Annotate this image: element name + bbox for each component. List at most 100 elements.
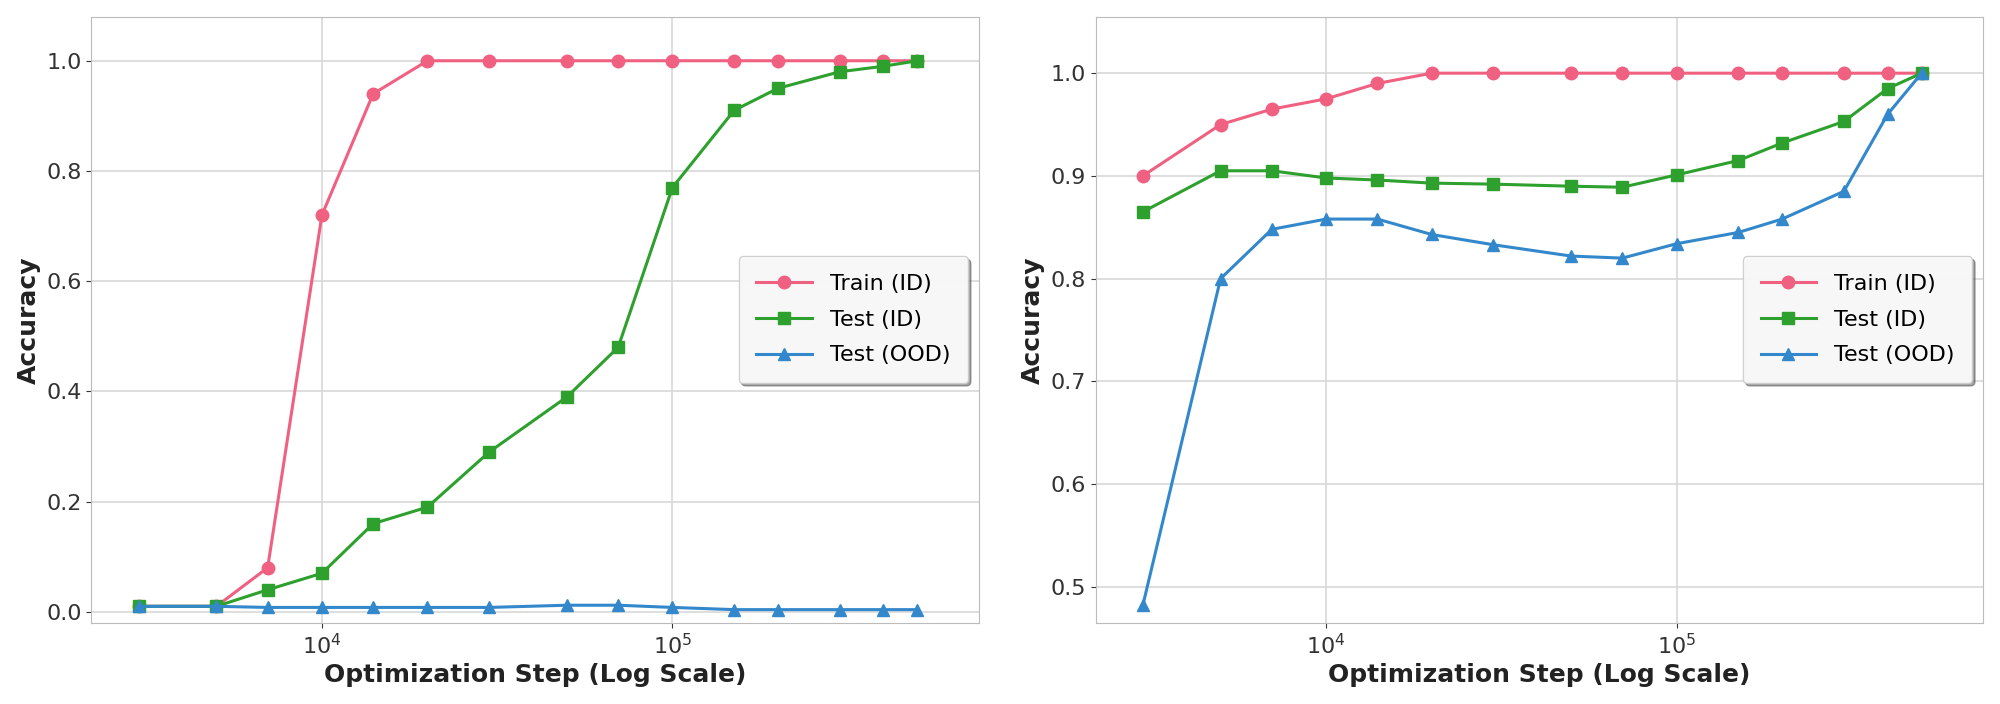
- Line: Test (OOD): Test (OOD): [132, 599, 924, 616]
- Test (ID): [1314, 174, 1338, 182]
- Test (ID): [1664, 170, 1688, 179]
- X-axis label: Optimization Step (Log Scale): Optimization Step (Log Scale): [1328, 663, 1750, 687]
- Train (ID): [722, 56, 746, 65]
- Line: Test (OOD): Test (OOD): [1136, 67, 1928, 612]
- Train (ID): [1420, 69, 1444, 77]
- Train (ID): [256, 563, 280, 572]
- Test (ID): [416, 503, 440, 511]
- Test (OOD): [606, 601, 630, 610]
- Test (OOD): [906, 605, 930, 614]
- Test (ID): [1130, 208, 1154, 216]
- Train (ID): [906, 56, 930, 65]
- Train (ID): [1832, 69, 1856, 77]
- Train (ID): [1366, 80, 1390, 88]
- Test (OOD): [256, 603, 280, 612]
- Legend: Train (ID), Test (ID), Test (OOD): Train (ID), Test (ID), Test (OOD): [1742, 256, 1972, 383]
- Train (ID): [1560, 69, 1584, 77]
- Test (OOD): [1910, 69, 1934, 77]
- Test (OOD): [1208, 275, 1232, 283]
- Line: Train (ID): Train (ID): [132, 54, 924, 612]
- Test (OOD): [1664, 239, 1688, 248]
- Test (OOD): [1560, 252, 1584, 260]
- Test (OOD): [1260, 225, 1284, 234]
- Train (ID): [872, 56, 896, 65]
- Train (ID): [554, 56, 578, 65]
- Test (ID): [1610, 183, 1634, 191]
- Test (ID): [256, 586, 280, 594]
- Test (OOD): [362, 603, 386, 612]
- Train (ID): [1664, 69, 1688, 77]
- Train (ID): [1260, 105, 1284, 113]
- Train (ID): [1610, 69, 1634, 77]
- Test (OOD): [1314, 215, 1338, 223]
- Test (OOD): [554, 601, 578, 610]
- Test (ID): [606, 343, 630, 351]
- Test (OOD): [872, 605, 896, 614]
- Test (ID): [872, 62, 896, 70]
- Test (OOD): [1610, 254, 1634, 263]
- Train (ID): [478, 56, 502, 65]
- Train (ID): [1130, 172, 1154, 180]
- Test (ID): [126, 602, 150, 610]
- Train (ID): [1910, 69, 1934, 77]
- Test (ID): [362, 520, 386, 528]
- Test (OOD): [1130, 601, 1154, 610]
- X-axis label: Optimization Step (Log Scale): Optimization Step (Log Scale): [324, 663, 746, 687]
- Train (ID): [1876, 69, 1900, 77]
- Test (ID): [722, 106, 746, 115]
- Test (OOD): [1832, 187, 1856, 196]
- Test (OOD): [310, 603, 334, 612]
- Test (ID): [1832, 118, 1856, 126]
- Train (ID): [606, 56, 630, 65]
- Test (OOD): [204, 602, 228, 610]
- Train (ID): [1208, 120, 1232, 129]
- Test (OOD): [828, 605, 852, 614]
- Train (ID): [828, 56, 852, 65]
- Test (OOD): [1726, 228, 1750, 237]
- Train (ID): [310, 210, 334, 219]
- Test (OOD): [660, 603, 684, 612]
- Test (ID): [1770, 139, 1794, 147]
- Test (OOD): [766, 605, 790, 614]
- Test (OOD): [1482, 241, 1506, 249]
- Line: Test (ID): Test (ID): [132, 54, 924, 612]
- Train (ID): [204, 602, 228, 610]
- Test (ID): [1910, 69, 1934, 77]
- Train (ID): [362, 89, 386, 98]
- Test (OOD): [416, 603, 440, 612]
- Test (ID): [1420, 179, 1444, 187]
- Test (OOD): [126, 602, 150, 610]
- Line: Train (ID): Train (ID): [1136, 67, 1928, 182]
- Test (ID): [766, 84, 790, 92]
- Test (ID): [1260, 167, 1284, 175]
- Test (ID): [310, 569, 334, 577]
- Train (ID): [1482, 69, 1506, 77]
- Test (ID): [1726, 156, 1750, 165]
- Y-axis label: Accuracy: Accuracy: [16, 256, 40, 384]
- Train (ID): [1726, 69, 1750, 77]
- Test (ID): [478, 448, 502, 456]
- Test (ID): [660, 183, 684, 191]
- Test (OOD): [1770, 215, 1794, 223]
- Test (ID): [1560, 182, 1584, 190]
- Train (ID): [416, 56, 440, 65]
- Test (ID): [554, 393, 578, 401]
- Test (OOD): [478, 603, 502, 612]
- Test (ID): [1208, 167, 1232, 175]
- Train (ID): [660, 56, 684, 65]
- Test (ID): [1876, 84, 1900, 93]
- Train (ID): [126, 602, 150, 610]
- Test (ID): [1366, 176, 1390, 184]
- Test (OOD): [722, 605, 746, 614]
- Test (ID): [906, 56, 930, 65]
- Train (ID): [1770, 69, 1794, 77]
- Test (OOD): [1876, 110, 1900, 118]
- Test (OOD): [1420, 230, 1444, 239]
- Test (ID): [1482, 180, 1506, 189]
- Test (ID): [204, 602, 228, 610]
- Line: Test (ID): Test (ID): [1136, 67, 1928, 218]
- Y-axis label: Accuracy: Accuracy: [1020, 256, 1044, 384]
- Legend: Train (ID), Test (ID), Test (OOD): Train (ID), Test (ID), Test (OOD): [738, 256, 968, 383]
- Train (ID): [1314, 94, 1338, 103]
- Train (ID): [766, 56, 790, 65]
